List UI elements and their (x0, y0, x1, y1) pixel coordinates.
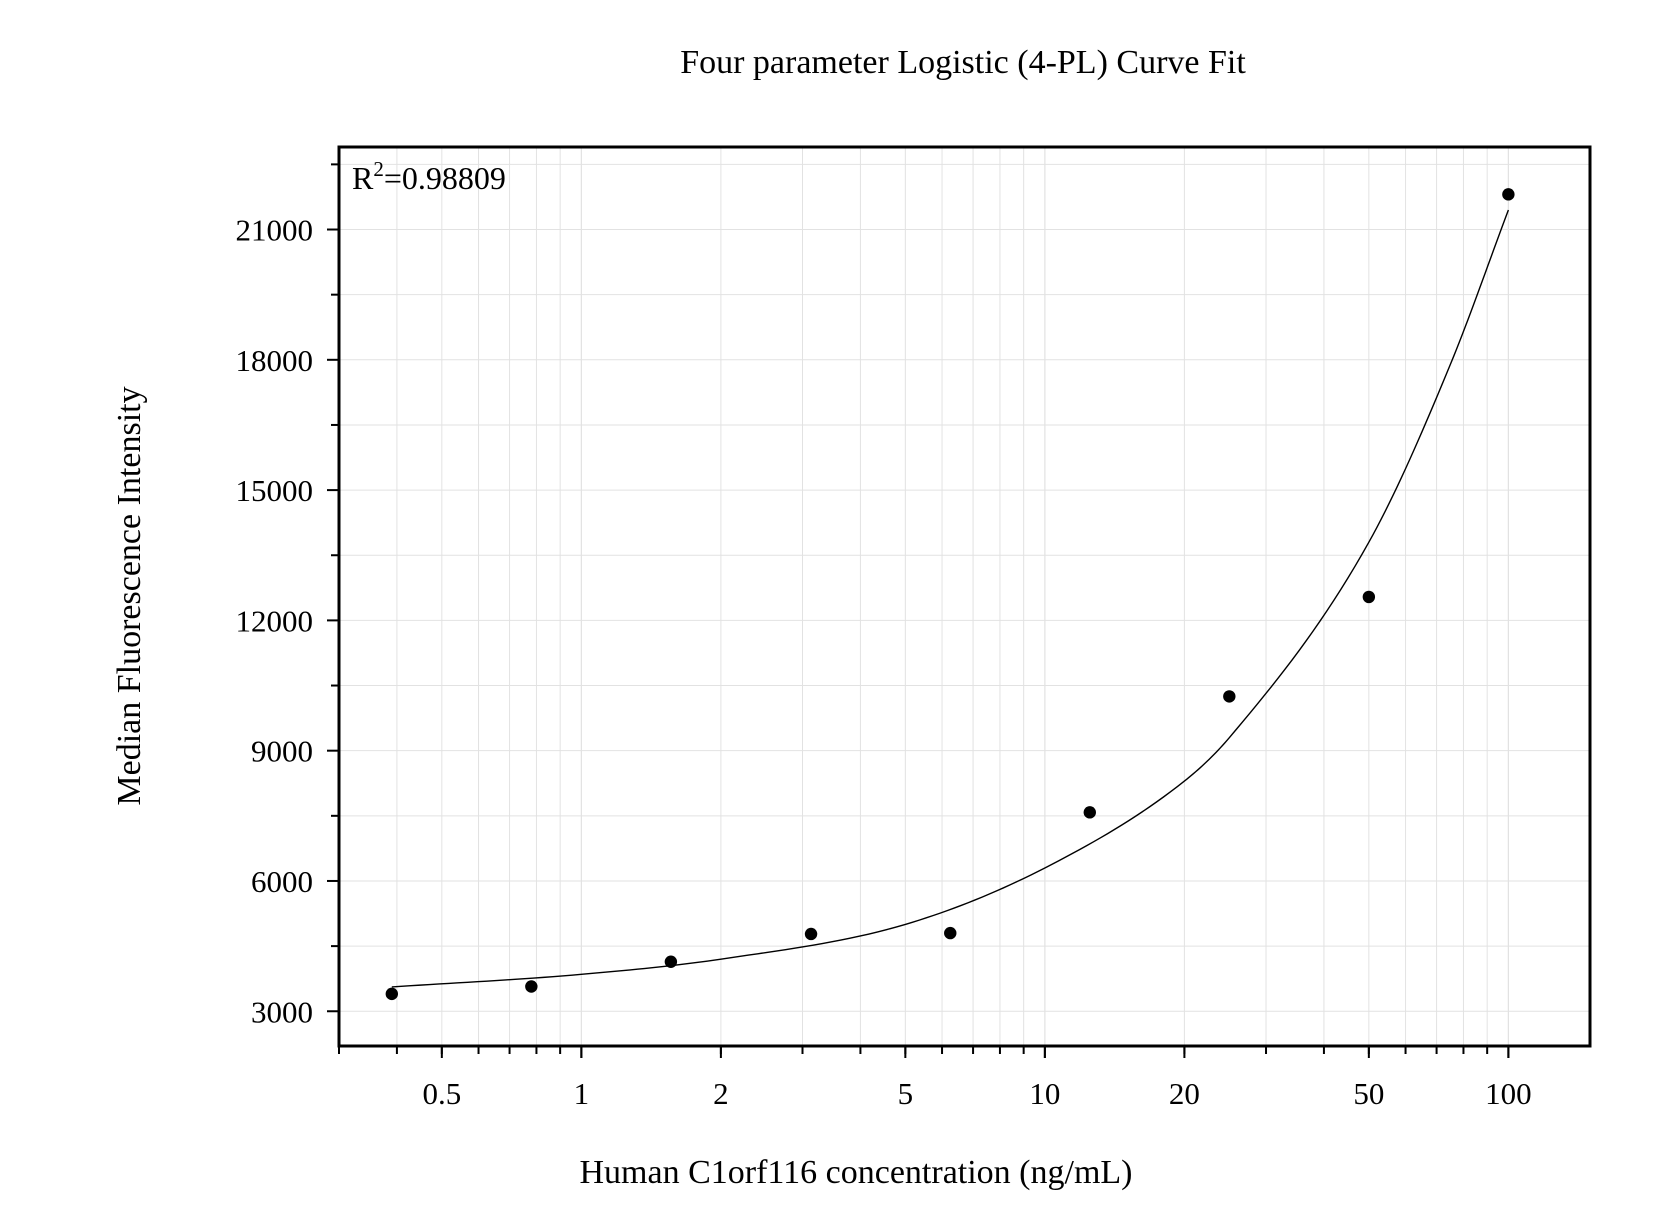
y-tick-label: 3000 (251, 994, 313, 1029)
chart-title: Four parameter Logistic (4-PL) Curve Fit (680, 44, 1246, 81)
r-squared-value: =0.98809 (384, 160, 506, 196)
axes: 0.5 1 2 5 10 20 50 100 3000 6000 9000 12000 15000 180… (236, 145, 1592, 1111)
y-tick-label: 12000 (236, 603, 314, 638)
plot-frame (337, 145, 1592, 1048)
data-point (1083, 806, 1096, 819)
y-tick-label: 9000 (251, 734, 313, 769)
data-point (1502, 188, 1515, 201)
data-point (385, 987, 399, 1001)
data-point (1223, 690, 1236, 703)
fit-curve-layer (391, 209, 1510, 988)
y-tick-label: 6000 (251, 864, 313, 899)
r-squared-superscript: 2 (373, 157, 384, 181)
x-tick-label: 0.5 (422, 1076, 461, 1111)
x-tick-label: 10 (1029, 1076, 1060, 1111)
x-tick-label: 50 (1353, 1076, 1384, 1111)
x-axis-label: Human C1orf116 concentration (ng/mL) (580, 1154, 1133, 1191)
data-point (804, 927, 818, 941)
data-point (944, 926, 957, 940)
fit-curve (391, 209, 1510, 988)
x-tick-label: 100 (1485, 1076, 1532, 1111)
x-tick-label: 5 (898, 1076, 914, 1111)
x-tick-label: 1 (574, 1076, 590, 1111)
data-points (385, 188, 1515, 1001)
y-tick-label: 18000 (236, 343, 314, 378)
y-tick-label: 15000 (236, 473, 314, 508)
data-point (525, 980, 538, 993)
data-point (1362, 590, 1376, 604)
y-axis-label: Median Fluorescence Intensity (111, 386, 148, 805)
data-point (664, 955, 678, 968)
y-tick-label: 21000 (236, 213, 314, 248)
x-tick-label: 20 (1169, 1076, 1200, 1111)
r-squared-annotation: R2=0.98809 (352, 157, 506, 196)
x-tick-label: 2 (713, 1076, 729, 1111)
grid-lines (338, 147, 1590, 1046)
r-squared-symbol: R (352, 160, 374, 196)
